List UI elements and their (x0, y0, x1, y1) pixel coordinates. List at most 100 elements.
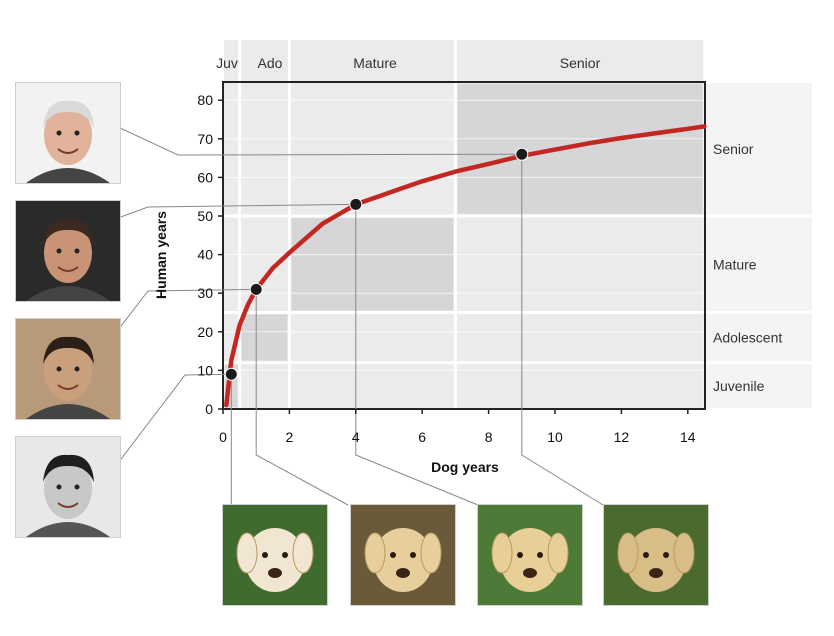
dog-adolescent-photo (350, 504, 456, 606)
dog-ear-shape (364, 532, 386, 574)
x-tick-label: 12 (614, 429, 630, 445)
dog-ear-shape (420, 532, 442, 574)
eye-shape (56, 366, 62, 372)
hair-shape (43, 218, 94, 246)
y-tick-label: 60 (197, 169, 213, 185)
dog-eye-shape (643, 552, 649, 558)
dog-eye-shape (537, 552, 543, 558)
dog-ear-shape (673, 532, 695, 574)
dog-stage-label: Senior (560, 55, 601, 71)
dog-ear-shape (236, 532, 258, 574)
highlight-points (224, 147, 529, 381)
dog-stage-label: Mature (353, 55, 397, 71)
hair-shape (43, 100, 94, 128)
dog-eye-shape (663, 552, 669, 558)
shoulders-shape (26, 522, 110, 537)
highlight-point (224, 367, 238, 381)
human-stage-label: Senior (713, 141, 754, 157)
y-tick-label: 80 (197, 92, 213, 108)
dog-eye-shape (410, 552, 416, 558)
dog-eye-shape (282, 552, 288, 558)
human-leader-line (117, 203, 356, 219)
mouth-shape (57, 266, 79, 272)
curve-layer (224, 124, 707, 408)
dog-head-shape (500, 528, 560, 592)
eye-shape (56, 130, 62, 136)
face-shape (44, 459, 92, 519)
human-stage-band (223, 313, 812, 362)
y-axis-label: Human years (153, 211, 169, 299)
face-shape (44, 223, 92, 283)
highlight-point (349, 197, 363, 211)
mouth-shape (57, 502, 79, 508)
y-tick-label: 50 (197, 208, 213, 224)
hair-shape (43, 454, 94, 482)
dog-ear-shape (292, 532, 314, 574)
dog-head-shape (626, 528, 686, 592)
eye-shape (56, 484, 62, 490)
dog-stage-label: Ado (258, 55, 283, 71)
human-juvenile-photo (15, 436, 121, 538)
dog-nose-shape (649, 568, 663, 578)
eye-shape (74, 248, 80, 254)
face-shape (44, 341, 92, 401)
highlight-point (249, 282, 263, 296)
dog-mature-photo (477, 504, 583, 606)
stage-labels: Juv Ado Mature Senior Senior Mature Adolescent… (216, 55, 782, 394)
shoulders-shape (26, 286, 110, 301)
dog-ear-shape (547, 532, 569, 574)
dog-ear-shape (617, 532, 639, 574)
human-stage-band (223, 363, 812, 408)
dog-eye-shape (390, 552, 396, 558)
human-stage-label: Adolescent (713, 330, 782, 346)
age-curve (224, 124, 707, 408)
dog-head-shape (373, 528, 433, 592)
dog-head-shape (245, 528, 305, 592)
x-tick-label: 8 (485, 429, 493, 445)
shoulders-shape (26, 168, 110, 183)
dog-eye-shape (262, 552, 268, 558)
y-tick-label: 40 (197, 247, 213, 263)
leader-lines (117, 126, 604, 506)
mouth-shape (57, 384, 79, 390)
dog-nose-shape (523, 568, 537, 578)
eye-shape (74, 484, 80, 490)
x-tick-label: 0 (219, 429, 227, 445)
human-mature-photo (15, 200, 121, 302)
matched-region (457, 84, 703, 214)
y-axis-ticks: 0 10 20 30 40 50 60 70 80 (197, 92, 223, 417)
human-adolescent-photo (15, 318, 121, 420)
human-stage-label: Mature (713, 256, 757, 272)
x-tick-label: 10 (547, 429, 563, 445)
y-tick-label: 20 (197, 324, 213, 340)
dog-leader-line (355, 204, 479, 506)
mouth-shape (57, 148, 79, 154)
highlight-point (515, 147, 529, 161)
x-tick-label: 6 (418, 429, 426, 445)
dog-leader-line (521, 154, 604, 506)
dog-nose-shape (396, 568, 410, 578)
matched-region (291, 218, 454, 311)
eye-shape (56, 248, 62, 254)
matched-stage-regions (225, 84, 703, 407)
plot-frame (222, 81, 706, 410)
x-tick-label: 4 (352, 429, 360, 445)
eye-shape (74, 366, 80, 372)
dog-juvenile-photo (222, 504, 328, 606)
hair-shape (43, 336, 94, 364)
human-leader-line (117, 373, 232, 464)
shoulders-shape (26, 404, 110, 419)
x-axis-ticks: 0 2 4 6 8 10 12 14 (219, 409, 696, 445)
human-leader-line (117, 288, 257, 331)
face-shape (44, 105, 92, 165)
human-leader-line (117, 126, 522, 156)
y-tick-label: 10 (197, 362, 213, 378)
x-tick-label: 2 (286, 429, 294, 445)
dog-leader-line (255, 289, 349, 506)
human-stage-label: Juvenile (713, 378, 765, 394)
dog-senior-photo (603, 504, 709, 606)
x-axis-label: Dog years (431, 459, 499, 475)
dog-stage-label: Juv (216, 55, 238, 71)
dog-eye-shape (517, 552, 523, 558)
